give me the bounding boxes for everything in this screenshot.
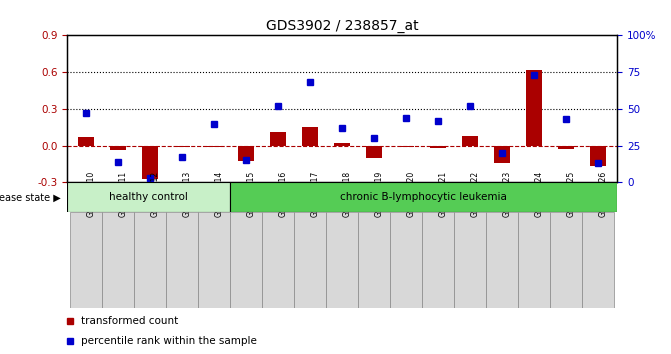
- Bar: [590, 145, 606, 166]
- FancyBboxPatch shape: [198, 212, 230, 308]
- Title: GDS3902 / 238857_at: GDS3902 / 238857_at: [266, 19, 419, 33]
- Text: GSM658021: GSM658021: [438, 171, 447, 217]
- Text: GSM658011: GSM658011: [118, 171, 127, 217]
- Bar: [494, 145, 510, 163]
- Bar: [398, 145, 414, 147]
- FancyBboxPatch shape: [518, 212, 550, 308]
- FancyBboxPatch shape: [294, 212, 326, 308]
- FancyBboxPatch shape: [134, 212, 166, 308]
- Text: GSM658016: GSM658016: [278, 171, 287, 217]
- Text: GSM658019: GSM658019: [374, 171, 383, 217]
- Text: healthy control: healthy control: [109, 192, 188, 202]
- Bar: [230, 182, 617, 212]
- Bar: [238, 145, 254, 161]
- Bar: [302, 127, 318, 145]
- FancyBboxPatch shape: [262, 212, 294, 308]
- Text: GSM658018: GSM658018: [342, 171, 351, 217]
- FancyBboxPatch shape: [230, 212, 262, 308]
- Bar: [366, 145, 382, 158]
- Text: GSM658012: GSM658012: [150, 171, 159, 217]
- FancyBboxPatch shape: [70, 212, 102, 308]
- FancyBboxPatch shape: [358, 212, 391, 308]
- Text: disease state ▶: disease state ▶: [0, 192, 60, 202]
- Text: GSM658014: GSM658014: [214, 171, 223, 217]
- Bar: [206, 145, 222, 147]
- FancyBboxPatch shape: [422, 212, 454, 308]
- FancyBboxPatch shape: [102, 212, 134, 308]
- Text: GSM658025: GSM658025: [566, 171, 575, 217]
- Text: GSM658020: GSM658020: [406, 171, 415, 217]
- FancyBboxPatch shape: [582, 212, 614, 308]
- Text: percentile rank within the sample: percentile rank within the sample: [81, 336, 257, 346]
- Bar: [270, 132, 287, 145]
- Bar: [67, 182, 230, 212]
- Bar: [526, 70, 542, 145]
- Text: GSM658026: GSM658026: [598, 171, 607, 217]
- FancyBboxPatch shape: [391, 212, 422, 308]
- Text: GSM658024: GSM658024: [534, 171, 543, 217]
- Bar: [462, 136, 478, 145]
- Bar: [174, 145, 191, 147]
- Text: chronic B-lymphocytic leukemia: chronic B-lymphocytic leukemia: [340, 192, 507, 202]
- Text: GSM658013: GSM658013: [183, 171, 191, 217]
- Bar: [430, 145, 446, 148]
- Bar: [334, 143, 350, 145]
- FancyBboxPatch shape: [486, 212, 518, 308]
- Bar: [110, 145, 126, 150]
- Bar: [142, 145, 158, 179]
- Bar: [558, 145, 574, 149]
- Bar: [79, 137, 95, 145]
- FancyBboxPatch shape: [550, 212, 582, 308]
- Text: GSM658023: GSM658023: [502, 171, 511, 217]
- FancyBboxPatch shape: [166, 212, 198, 308]
- FancyBboxPatch shape: [454, 212, 486, 308]
- Text: transformed count: transformed count: [81, 316, 178, 326]
- Text: GSM658010: GSM658010: [87, 171, 95, 217]
- Text: GSM658015: GSM658015: [246, 171, 255, 217]
- FancyBboxPatch shape: [326, 212, 358, 308]
- Text: GSM658017: GSM658017: [310, 171, 319, 217]
- Text: GSM658022: GSM658022: [470, 171, 479, 217]
